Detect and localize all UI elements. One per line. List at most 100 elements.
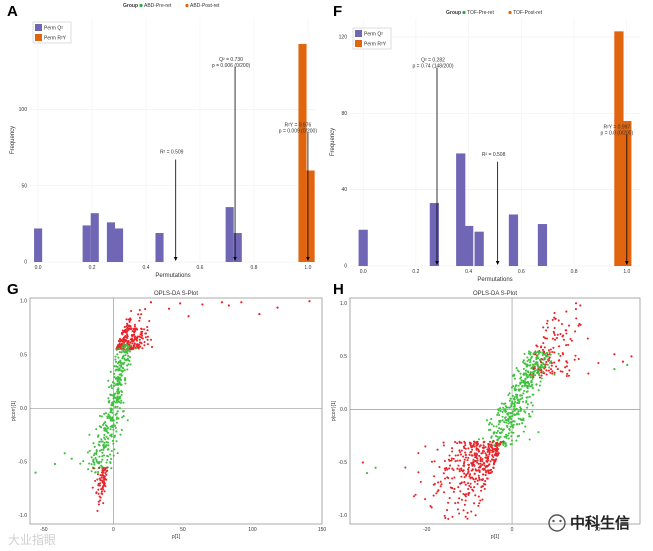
point-up bbox=[545, 360, 548, 364]
point-neutral bbox=[527, 352, 530, 355]
point-neutral bbox=[531, 387, 534, 390]
point-neutral bbox=[104, 412, 107, 415]
point-neutral bbox=[498, 414, 501, 417]
point-neutral bbox=[510, 405, 513, 408]
point-neutral bbox=[498, 431, 501, 434]
point-neutral bbox=[100, 415, 103, 418]
point-neutral bbox=[515, 367, 518, 370]
y-tick-label: 1.0 bbox=[20, 299, 27, 305]
point-up bbox=[562, 338, 566, 341]
point-neutral bbox=[114, 406, 117, 409]
point-neutral bbox=[109, 370, 112, 373]
point-neutral bbox=[116, 390, 119, 393]
point-up bbox=[538, 376, 542, 379]
point-up bbox=[131, 342, 134, 345]
point-up-outlier bbox=[149, 301, 153, 304]
point-up bbox=[597, 361, 600, 365]
point-neutral bbox=[508, 392, 511, 395]
point-up bbox=[540, 345, 543, 348]
point-down bbox=[475, 440, 478, 443]
point-down bbox=[474, 459, 477, 462]
point-up bbox=[121, 338, 124, 341]
point-neutral bbox=[111, 418, 114, 421]
point-neutral bbox=[101, 455, 104, 458]
point-neutral bbox=[104, 438, 107, 441]
wechat-icon bbox=[548, 514, 566, 532]
x-tick-label: 0.8 bbox=[571, 269, 578, 275]
point-neutral bbox=[79, 462, 82, 465]
point-neutral bbox=[526, 406, 529, 409]
point-neutral bbox=[113, 382, 116, 385]
bar-perm-r2y bbox=[614, 31, 624, 266]
point-up-outlier bbox=[201, 303, 204, 306]
point-down-outlier bbox=[361, 461, 364, 464]
point-neutral bbox=[111, 439, 114, 442]
point-neutral bbox=[524, 384, 527, 387]
annotation-text: p = 0.0 (0/200) bbox=[600, 131, 633, 137]
point-neutral bbox=[111, 394, 115, 397]
point-down bbox=[460, 498, 464, 501]
point-down bbox=[484, 452, 487, 455]
arrow-head bbox=[233, 257, 237, 261]
annotation-text: p = 0.009 (0/200) bbox=[279, 129, 318, 135]
point-neutral-outlier bbox=[613, 367, 616, 371]
point-neutral bbox=[509, 397, 512, 400]
point-down bbox=[477, 474, 480, 477]
point-neutral bbox=[535, 358, 538, 361]
point-neutral bbox=[530, 367, 533, 370]
point-down bbox=[476, 442, 479, 445]
point-neutral bbox=[519, 398, 522, 401]
x-tick-label: 0.0 bbox=[35, 265, 42, 271]
point-neutral bbox=[496, 429, 499, 433]
point-neutral bbox=[100, 438, 103, 441]
point-neutral bbox=[532, 374, 535, 377]
point-down bbox=[457, 486, 460, 489]
point-neutral bbox=[504, 402, 507, 405]
point-neutral bbox=[111, 381, 115, 384]
point-neutral bbox=[546, 363, 549, 366]
point-down bbox=[443, 477, 447, 480]
point-neutral bbox=[102, 422, 105, 425]
point-up bbox=[130, 337, 134, 340]
y-tick-label: 0 bbox=[344, 264, 347, 270]
point-neutral bbox=[110, 449, 113, 453]
point-down bbox=[476, 479, 479, 482]
point-neutral bbox=[516, 435, 519, 438]
point-up bbox=[140, 327, 143, 331]
plot-title: OPLS-DA S-Plot bbox=[473, 291, 517, 297]
point-neutral bbox=[127, 346, 130, 349]
point-neutral bbox=[88, 449, 91, 452]
point-up bbox=[557, 319, 560, 322]
point-neutral bbox=[97, 443, 100, 446]
point-up bbox=[540, 361, 543, 364]
point-neutral bbox=[123, 357, 126, 360]
point-down bbox=[480, 486, 483, 489]
point-down bbox=[100, 479, 104, 482]
point-up bbox=[545, 373, 548, 376]
point-down bbox=[437, 489, 440, 492]
point-down bbox=[467, 463, 471, 466]
point-neutral bbox=[515, 407, 518, 410]
point-neutral bbox=[124, 382, 127, 385]
point-down bbox=[454, 502, 457, 505]
point-up bbox=[565, 344, 568, 347]
point-down bbox=[464, 453, 467, 457]
point-neutral bbox=[117, 397, 120, 400]
point-down bbox=[419, 480, 422, 483]
point-up bbox=[553, 361, 556, 364]
point-down bbox=[467, 456, 470, 459]
point-down bbox=[453, 476, 456, 479]
point-down bbox=[474, 494, 477, 497]
point-neutral bbox=[512, 374, 516, 377]
point-neutral bbox=[90, 470, 93, 473]
point-up bbox=[554, 338, 557, 341]
point-up-outlier bbox=[258, 312, 261, 316]
point-neutral bbox=[526, 375, 529, 378]
point-down bbox=[449, 464, 452, 467]
point-down bbox=[477, 466, 481, 469]
point-neutral bbox=[517, 410, 520, 413]
point-neutral bbox=[541, 361, 544, 365]
point-down bbox=[466, 511, 469, 514]
point-down bbox=[488, 440, 492, 443]
point-down bbox=[417, 452, 420, 455]
